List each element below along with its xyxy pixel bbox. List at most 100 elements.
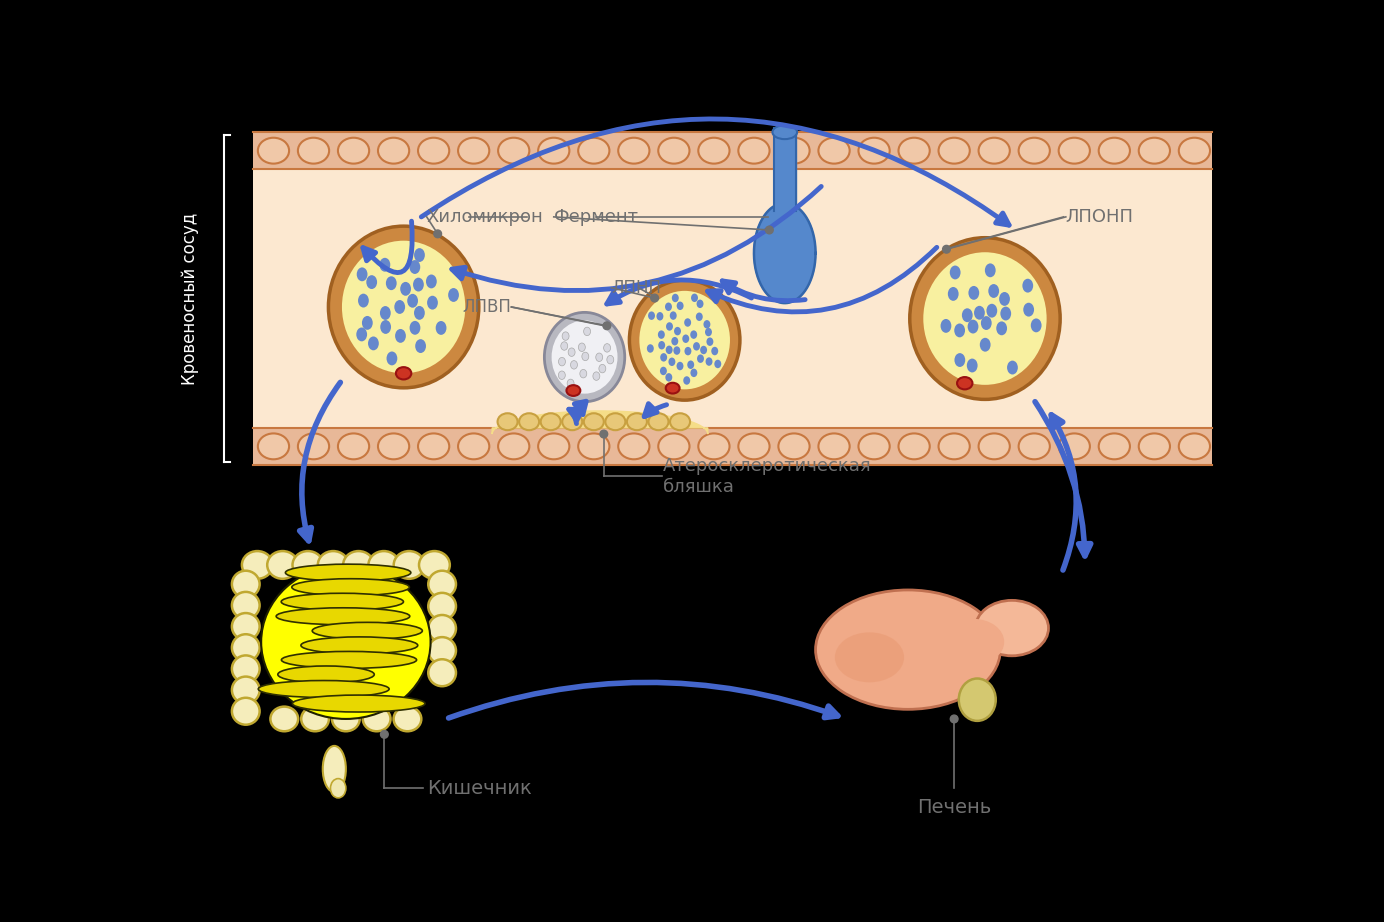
FancyArrowPatch shape [1052,415,1077,570]
Ellipse shape [815,590,1001,709]
Bar [774,132,796,169]
Ellipse shape [448,288,459,301]
Ellipse shape [666,346,673,354]
Ellipse shape [1023,302,1034,316]
Ellipse shape [978,137,1010,163]
Ellipse shape [691,369,698,377]
Ellipse shape [233,592,260,619]
Ellipse shape [418,137,450,163]
Ellipse shape [328,226,479,388]
Ellipse shape [233,634,260,661]
Ellipse shape [1008,361,1017,374]
Ellipse shape [544,313,624,402]
Ellipse shape [967,359,977,372]
Ellipse shape [1099,433,1129,459]
Ellipse shape [233,613,260,640]
Ellipse shape [393,551,425,579]
Ellipse shape [1139,433,1169,459]
Ellipse shape [985,264,995,278]
Ellipse shape [691,330,698,339]
Ellipse shape [605,413,626,431]
Ellipse shape [711,347,718,355]
Ellipse shape [684,318,691,326]
Ellipse shape [685,347,692,355]
Circle shape [603,322,610,330]
Ellipse shape [699,137,729,163]
Ellipse shape [233,677,260,703]
Ellipse shape [714,360,721,368]
FancyArrowPatch shape [569,409,583,423]
Ellipse shape [292,695,425,712]
Ellipse shape [394,329,406,343]
Ellipse shape [648,312,655,320]
Ellipse shape [367,275,376,289]
Ellipse shape [619,433,649,459]
Ellipse shape [580,370,587,378]
Ellipse shape [938,137,970,163]
Circle shape [381,730,388,739]
Circle shape [951,715,958,723]
Ellipse shape [343,551,374,579]
Ellipse shape [233,571,260,597]
Ellipse shape [541,413,561,431]
Ellipse shape [668,358,675,366]
Ellipse shape [659,137,689,163]
Ellipse shape [671,294,678,302]
Ellipse shape [378,137,410,163]
Ellipse shape [999,292,1010,306]
Ellipse shape [592,372,599,381]
Ellipse shape [381,306,390,320]
Circle shape [943,245,951,254]
Ellipse shape [538,137,569,163]
Ellipse shape [595,353,602,361]
Ellipse shape [630,280,740,400]
Ellipse shape [298,137,329,163]
FancyArrowPatch shape [1035,402,1091,556]
Ellipse shape [426,275,437,289]
Ellipse shape [386,277,397,290]
Ellipse shape [818,137,850,163]
Ellipse shape [428,615,455,642]
Ellipse shape [378,433,410,459]
Ellipse shape [428,659,455,686]
Bar [253,132,1212,169]
FancyArrowPatch shape [299,383,340,541]
Ellipse shape [898,433,930,459]
Ellipse shape [458,137,490,163]
Ellipse shape [498,137,529,163]
Polygon shape [754,203,815,303]
Ellipse shape [233,656,260,682]
Ellipse shape [257,137,289,163]
Ellipse shape [738,433,770,459]
Ellipse shape [659,433,689,459]
Ellipse shape [988,284,999,298]
FancyArrowPatch shape [606,280,752,304]
Ellipse shape [458,433,490,459]
Ellipse shape [649,413,668,431]
Ellipse shape [498,413,518,431]
Ellipse shape [693,342,700,350]
Ellipse shape [579,343,585,351]
Ellipse shape [706,337,713,346]
Ellipse shape [1059,433,1089,459]
Ellipse shape [703,320,710,328]
Ellipse shape [262,565,430,719]
Text: ЛПВП: ЛПВП [462,298,512,316]
Ellipse shape [579,137,609,163]
FancyArrowPatch shape [722,281,805,301]
Ellipse shape [418,433,450,459]
Ellipse shape [704,328,711,337]
Ellipse shape [1139,137,1169,163]
Text: Фермент: Фермент [554,207,639,226]
Ellipse shape [338,433,370,459]
Ellipse shape [603,344,610,352]
Ellipse shape [699,433,729,459]
Ellipse shape [599,364,606,372]
Ellipse shape [428,296,437,310]
Ellipse shape [948,287,959,301]
Bar [253,169,1212,428]
FancyArrowPatch shape [707,247,937,312]
Ellipse shape [959,679,995,721]
Ellipse shape [639,290,729,389]
Ellipse shape [410,260,421,274]
